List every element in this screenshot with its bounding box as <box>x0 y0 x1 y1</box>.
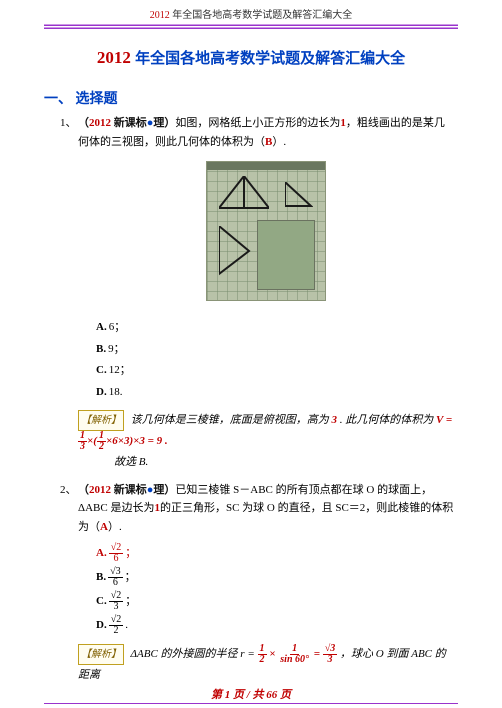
q1-opt-b: B. 9； <box>96 340 454 359</box>
q1-text-a: 如图，网格纸上小正方形的边长为 <box>175 117 340 129</box>
question-2: 2、 （2012 新课标●理）已知三棱锥 S－ABC 的所有顶点都在球 O 的球… <box>60 481 454 686</box>
fraction-icon: √23 <box>109 591 124 612</box>
q2-analysis: 【解析】 ΔABC 的外接圆的半径 r = 12 × 1sin 60° = √3… <box>78 644 454 686</box>
q2-options: A. √26； B. √36； C. √23； D. √22. <box>78 543 454 636</box>
q1-src-open: （ <box>78 117 89 129</box>
q2-opt-a: A. √26； <box>96 543 454 564</box>
q1-figure <box>78 161 454 308</box>
fraction-icon: √36 <box>108 567 123 588</box>
page-title: 2012 年全国各地高考数学试题及解答汇编大全 <box>0 29 502 82</box>
q1-opt-d: D. 18. <box>96 383 454 402</box>
fraction-icon: 12 <box>258 644 267 665</box>
q1-opt-c: C. 12； <box>96 361 454 380</box>
header-underline <box>44 24 458 26</box>
footer-rule <box>44 702 458 704</box>
q1-number: 1、 <box>60 114 78 473</box>
title-year: 2012 <box>97 48 135 67</box>
q1-src-body: 新课标 <box>114 117 147 129</box>
fraction-icon: √22 <box>109 615 124 636</box>
fraction-icon: 12 <box>97 431 106 452</box>
q1-close: ）. <box>272 136 286 148</box>
q1-options: A. 6； B. 9； C. 12； D. 18. <box>78 318 454 402</box>
fraction-icon: √26 <box>109 543 124 564</box>
analysis-label-icon: 【解析】 <box>78 644 124 665</box>
q1-src-year: 2012 <box>89 117 114 129</box>
q2-number: 2、 <box>60 481 78 686</box>
title-rest: 年全国各地高考数学试题及解答汇编大全 <box>135 51 405 67</box>
q1-body: （2012 新课标●理）如图，网格纸上小正方形的边长为1，粗线画出的是某几何体的… <box>78 114 454 473</box>
q2-body: （2012 新课标●理）已知三棱锥 S－ABC 的所有顶点都在球 O 的球面上，… <box>78 481 454 686</box>
page-footer: 第 1 页 / 共 66 页 <box>0 686 502 702</box>
fraction-icon: 13 <box>78 431 87 452</box>
q2-opt-d: D. √22. <box>96 615 454 636</box>
fraction-icon: √33 <box>323 644 338 665</box>
q2-opt-c: C. √23； <box>96 591 454 612</box>
page-header: 2012 年全国各地高考数学试题及解答汇编大全 <box>0 0 502 23</box>
analysis-label-icon: 【解析】 <box>78 410 124 431</box>
q1-src-sub: 理） <box>153 117 175 129</box>
three-view-image <box>206 161 326 301</box>
header-year: 2012 <box>150 10 173 21</box>
section-heading: 一、 选择题 <box>0 82 502 114</box>
q1-analysis: 【解析】 该几何体是三棱锥，底面是俯视图，高为 3 . 此几何体的体积为 V =… <box>78 410 454 473</box>
content: 1、 （2012 新课标●理）如图，网格纸上小正方形的边长为1，粗线画出的是某几… <box>0 114 502 686</box>
q2-opt-b: B. √36； <box>96 567 454 588</box>
fraction-icon: 1sin 60° <box>278 644 311 665</box>
q1-opt-a: A. 6； <box>96 318 454 337</box>
question-1: 1、 （2012 新课标●理）如图，网格纸上小正方形的边长为1，粗线画出的是某几… <box>60 114 454 473</box>
header-title: 年全国各地高考数学试题及解答汇编大全 <box>172 10 352 21</box>
